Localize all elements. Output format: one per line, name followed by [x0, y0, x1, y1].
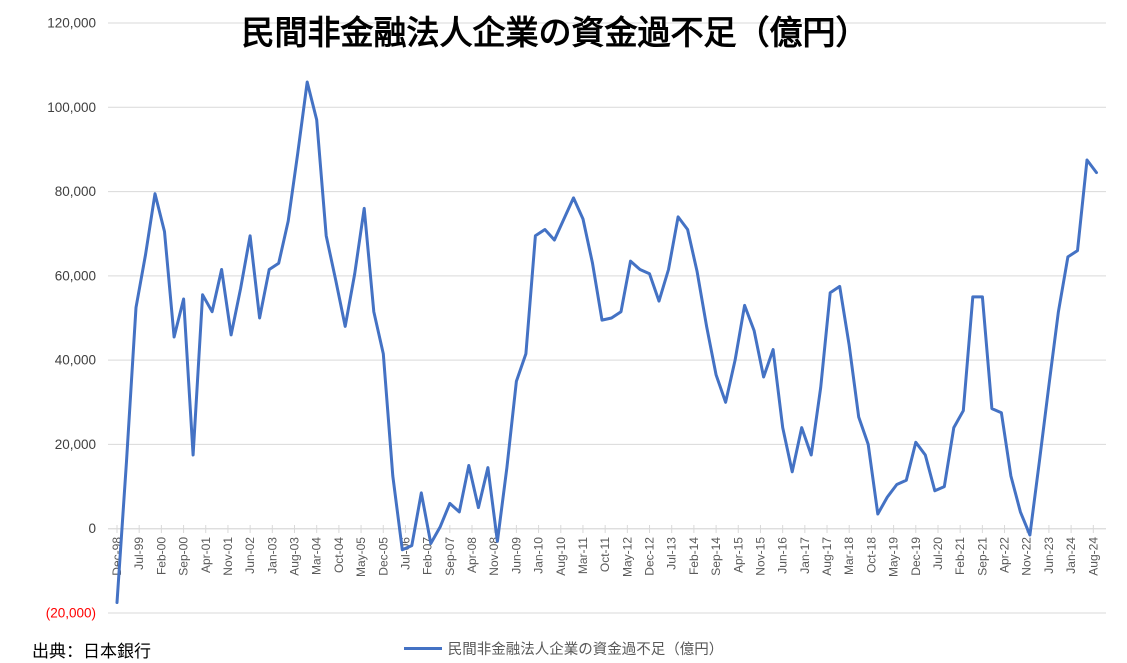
y-axis-labels: 120,000 100,000 80,000 60,000 40,000 20,000 0 (…: [46, 16, 96, 621]
x-axis-tick-label: Jun-09: [509, 537, 523, 574]
x-axis-tick-label: Nov-08: [487, 537, 501, 576]
y-axis-tick-label: 60,000: [55, 268, 96, 283]
x-axis-tick-label: Apr-15: [731, 537, 745, 573]
x-axis-tick-label: May-19: [887, 537, 901, 577]
y-axis-tick-label: 120,000: [47, 16, 96, 31]
x-axis-tick-label: Mar-04: [310, 537, 324, 575]
x-axis-tick-label: Jun-16: [776, 537, 790, 574]
gridlines: [108, 22, 1106, 614]
source-note: 出典：日本銀行: [32, 642, 151, 661]
x-axis-tick-label: Jan-03: [265, 537, 279, 574]
y-axis-tick-label: (20,000): [46, 606, 96, 621]
y-axis-tick-label: 40,000: [55, 353, 96, 368]
x-axis-tick-label: Jan-24: [1064, 537, 1078, 574]
x-axis-tick-label: Sep-14: [709, 537, 723, 576]
x-axis-tick-label: Jul-99: [132, 537, 146, 570]
x-axis-tick-label: Jul-13: [665, 537, 679, 570]
x-axis-tick-label: Aug-03: [288, 537, 302, 576]
legend: 民間非金融法人企業の資金過不足（億円）: [0, 638, 1127, 659]
x-axis-tick-label: Nov-22: [1020, 537, 1034, 576]
x-axis-tick-label: Apr-22: [998, 537, 1012, 573]
x-axis-tick-label: Jan-17: [798, 537, 812, 574]
x-axis-tick-label: Feb-07: [421, 537, 435, 575]
x-axis-tick-label: Feb-00: [154, 537, 168, 575]
x-axis-tick-label: Aug-24: [1086, 537, 1100, 576]
x-axis-tick-label: Aug-10: [554, 537, 568, 576]
x-axis-tick-label: Feb-21: [953, 537, 967, 575]
x-axis-tick-label: Dec-19: [909, 537, 923, 576]
x-axis-tick-label: Sep-21: [975, 537, 989, 576]
x-axis-tick-label: Sep-00: [177, 537, 191, 576]
y-axis-tick-label: 100,000: [47, 100, 96, 115]
x-axis-tick-label: Apr-01: [199, 537, 213, 573]
x-axis-tick-label: Dec-05: [376, 537, 390, 576]
x-axis-tick-label: Aug-17: [820, 537, 834, 576]
x-axis-tick-label: Oct-18: [864, 537, 878, 573]
x-axis-tick-label: Jul-20: [931, 537, 945, 570]
x-axis-tick-label: May-05: [354, 537, 368, 577]
x-axis-tick-label: May-12: [620, 537, 634, 577]
x-axis-tick-label: Oct-11: [598, 537, 612, 572]
x-axis-tick-label: Jun-23: [1042, 537, 1056, 574]
x-axis-labels: Dec-98 Jul-99 Feb-00 Sep-00 Apr-01 Nov-01 Jun-…: [110, 537, 1100, 577]
legend-line-swatch-icon: [403, 647, 442, 650]
legend-label: 民間非金融法人企業の資金過不足（億円）: [447, 642, 724, 658]
data-line: [115, 80, 1098, 604]
x-axis-tick-label: Dec-12: [643, 537, 657, 576]
x-axis-tick-label: Jan-10: [532, 537, 546, 574]
x-axis-tick-label: Jun-02: [243, 537, 257, 574]
x-axis-tick-label: Nov-01: [221, 537, 235, 576]
x-axis-tick-label: Feb-14: [687, 537, 701, 575]
y-axis-tick-label: 20,000: [55, 437, 96, 452]
x-axis-tick-label: Sep-07: [443, 537, 457, 576]
y-axis-tick-label: 0: [88, 521, 96, 536]
y-axis-tick-label: 80,000: [55, 184, 96, 199]
x-axis-tick-label: Mar-11: [576, 537, 590, 574]
chart-title: 民間非金融法人企業の資金過不足（億円）: [241, 14, 869, 51]
x-axis-tick-label: Apr-08: [465, 537, 479, 573]
x-axis-tick-label: Mar-18: [842, 537, 856, 575]
x-axis-tick-label: Nov-15: [753, 537, 767, 576]
x-axis-tick-label: Oct-04: [332, 537, 346, 573]
